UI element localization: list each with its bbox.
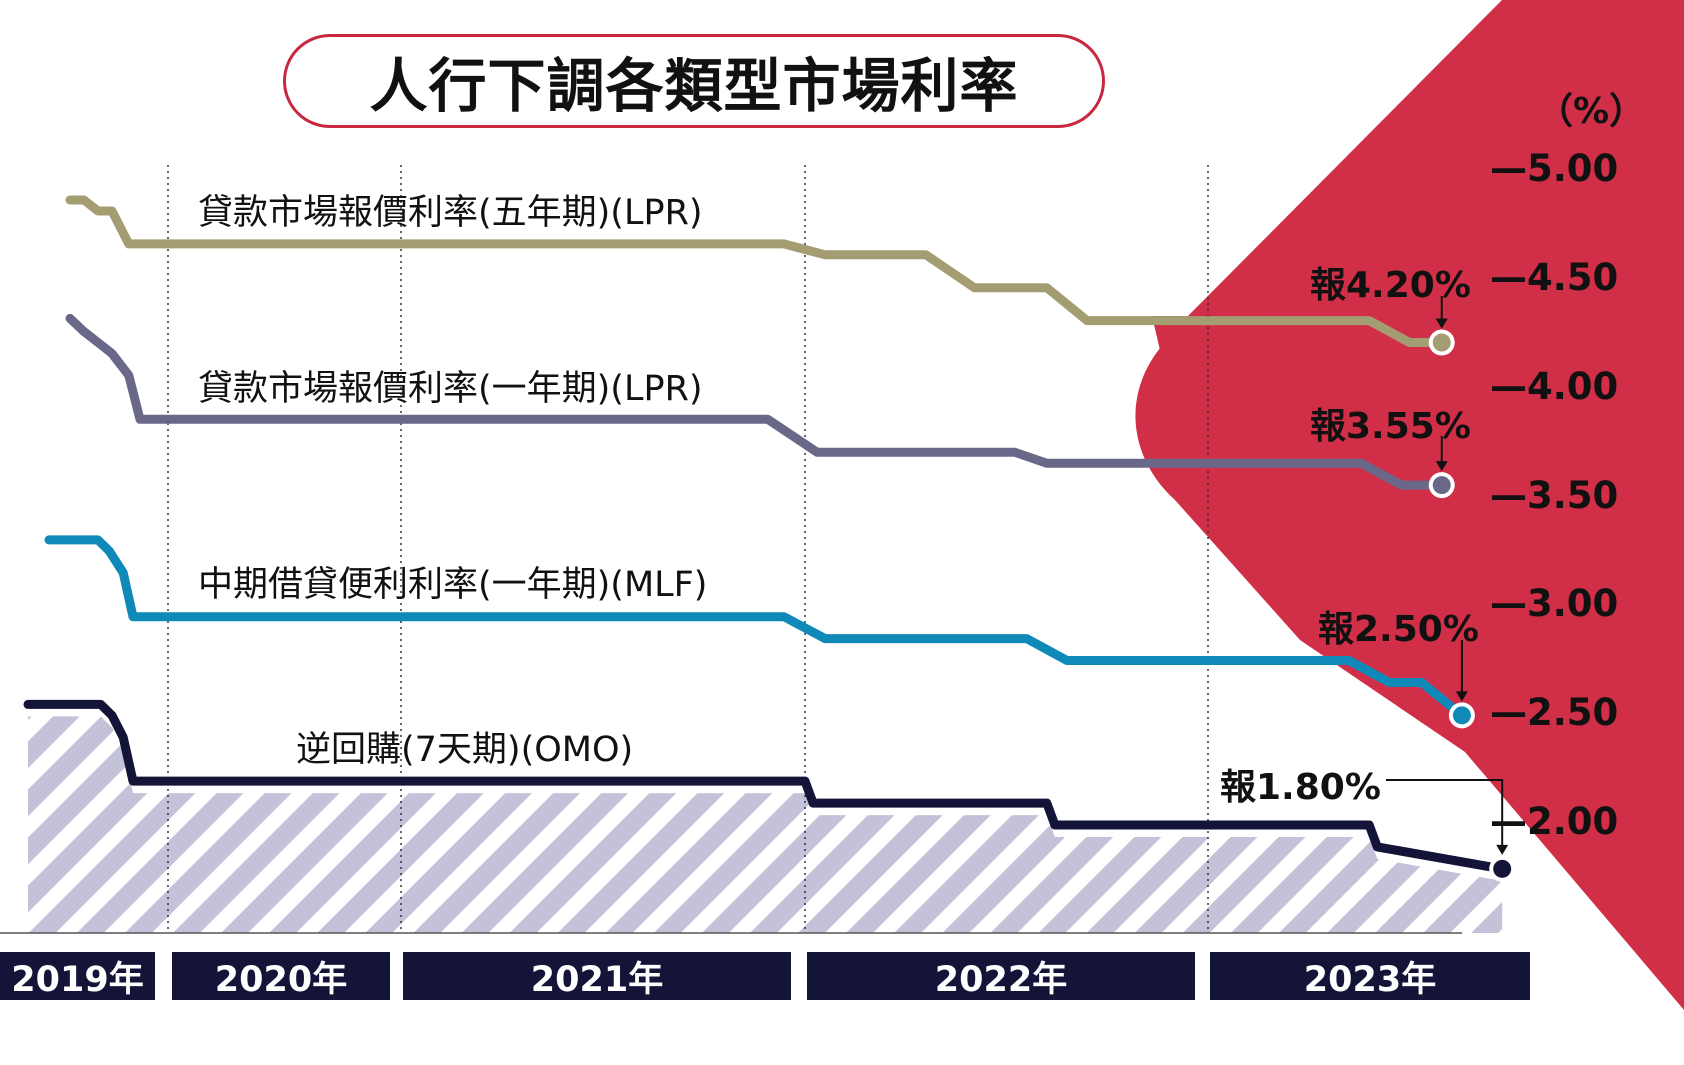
y-tick-label: —4.50 <box>1490 256 1619 299</box>
year-bar-2020: 2020年 <box>172 952 390 1000</box>
omo-hatched-area <box>28 716 1503 933</box>
arrow-head-lpr-5y <box>1435 318 1448 329</box>
end-label-lpr-1y: 報3.55% <box>1310 406 1471 447</box>
end-marker-lpr-5y <box>1432 333 1451 352</box>
chart-title: 人行下調各類型市場利率 <box>369 52 1019 120</box>
y-tick-label: —3.00 <box>1490 582 1619 625</box>
end-marker-omo <box>1493 859 1512 878</box>
series-label-omo: 逆回購(7天期)(OMO) <box>296 730 634 770</box>
arrow-head-omo <box>1496 844 1509 855</box>
annotation-arrows <box>1386 296 1509 855</box>
series-lines <box>23 195 1516 882</box>
end-label-mlf: 報2.50% <box>1318 609 1479 650</box>
series-label-lpr-1y: 貸款市場報價利率(一年期)(LPR) <box>198 369 703 409</box>
arrow-head-lpr-1y <box>1435 461 1448 472</box>
y-tick-label: —4.00 <box>1490 365 1619 408</box>
y-tick-label: —3.50 <box>1490 474 1619 517</box>
arrow-line-omo <box>1386 779 1504 847</box>
year-bar-2022: 2022年 <box>807 952 1195 1000</box>
red-background-bulge <box>1135 300 1465 752</box>
year-bar-2019: 2019年 <box>0 952 155 1000</box>
series-line-lpr-5y <box>65 195 1447 347</box>
end-marker-mlf <box>1452 706 1471 725</box>
arrow-head-mlf <box>1455 691 1468 702</box>
end-label-omo: 報1.80% <box>1220 767 1381 808</box>
series-label-mlf: 中期借貸便利利率(一年期)(MLF) <box>198 565 708 605</box>
y-tick-label: —2.50 <box>1490 691 1619 734</box>
omo-area-fill <box>28 716 1503 933</box>
red-background-shape <box>1152 0 1684 1010</box>
y-tick-label: —2.00 <box>1490 800 1619 843</box>
series-line-omo <box>23 699 1507 874</box>
title-pill: 人行下調各類型市場利率 <box>283 34 1105 128</box>
series-line-lpr-1y <box>65 313 1447 490</box>
year-gridlines <box>167 165 1209 933</box>
end-label-lpr-5y: 報4.20% <box>1310 265 1471 306</box>
y-tick-label: —5.00 <box>1490 147 1619 190</box>
series-label-lpr-5y: 貸款市場報價利率(五年期)(LPR) <box>198 193 703 233</box>
series-line-mlf <box>44 535 1467 720</box>
end-marker-lpr-1y <box>1432 476 1451 495</box>
year-bar-2021: 2021年 <box>403 952 791 1000</box>
y-axis-unit: （%） <box>1537 91 1646 132</box>
year-bar-2023: 2023年 <box>1210 952 1530 1000</box>
